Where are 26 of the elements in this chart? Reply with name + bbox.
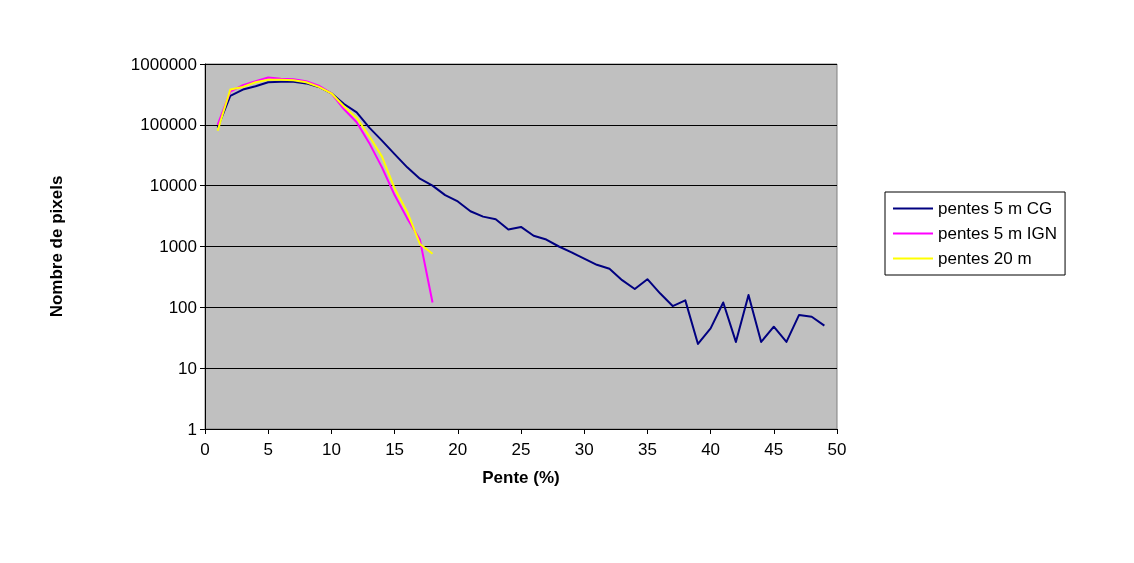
x-axis-title: Pente (%) — [482, 468, 560, 487]
y-axis-title: Nombre de pixels — [47, 175, 66, 318]
y-tick-label: 1 — [187, 419, 197, 439]
y-tick-label: 10000 — [149, 176, 197, 196]
y-tick-label: 1000 — [159, 237, 197, 256]
y-tick-label: 1000000 — [130, 54, 197, 74]
x-tick-label: 25 — [511, 440, 531, 459]
legend-label: pentes 5 m IGN — [938, 224, 1058, 243]
x-tick-label: 30 — [574, 440, 594, 459]
x-tick-label: 45 — [764, 440, 784, 459]
legend-label: pentes 20 m — [938, 249, 1032, 268]
legend-label: pentes 5 m CG — [938, 199, 1053, 218]
line-series — [216, 76, 434, 304]
line-series — [216, 78, 434, 255]
x-tick-label: 15 — [385, 440, 405, 459]
x-tick-label: 10 — [321, 440, 341, 459]
y-tick-label: 100000 — [140, 115, 197, 135]
x-tick-label: 0 — [200, 440, 210, 459]
line-series — [216, 80, 826, 345]
x-tick-label: 50 — [827, 440, 847, 459]
x-tick-label: 20 — [448, 440, 468, 459]
y-tick-label: 10 — [178, 358, 197, 378]
x-tick-label: 40 — [701, 440, 721, 459]
x-tick-label: 5 — [263, 440, 273, 459]
y-tick-label: 100 — [168, 297, 197, 317]
x-tick-label: 35 — [637, 440, 657, 459]
